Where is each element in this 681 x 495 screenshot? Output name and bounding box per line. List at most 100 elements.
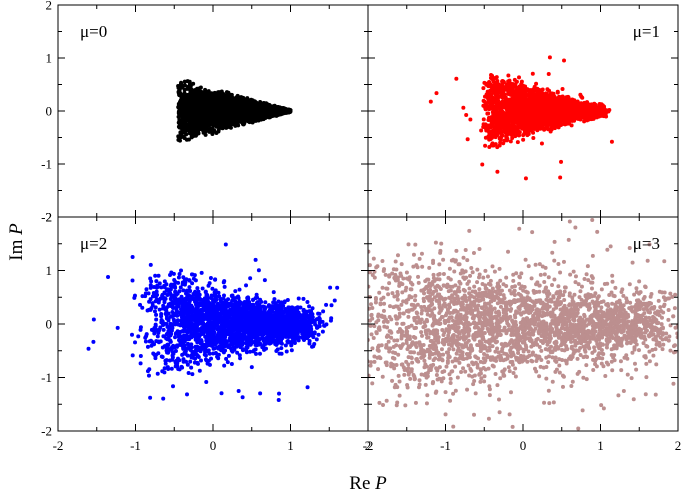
data-point: [535, 120, 540, 125]
data-point: [586, 116, 591, 121]
data-point: [225, 95, 230, 100]
data-point: [517, 75, 522, 80]
data-point: [487, 137, 492, 142]
data-point: [205, 124, 210, 129]
data-point: [286, 107, 291, 112]
data-point: [489, 84, 494, 89]
data-point: [179, 95, 184, 100]
data-point: [220, 104, 225, 109]
data-point: [255, 101, 260, 106]
data-point: [217, 97, 222, 102]
data-point: [206, 89, 211, 94]
data-point: [200, 113, 205, 118]
data-point: [535, 91, 540, 96]
data-point: [599, 102, 604, 107]
data-point: [258, 110, 263, 115]
data-point: [233, 103, 238, 108]
data-point: [258, 99, 263, 104]
data-point: [187, 104, 192, 109]
data-point: [279, 107, 284, 112]
data-point: [196, 89, 201, 94]
data-point: [487, 132, 492, 137]
scatter-points: [176, 79, 293, 143]
data-point: [224, 118, 229, 123]
data-point: [483, 101, 488, 106]
data-point: [191, 81, 196, 86]
data-point: [191, 121, 196, 126]
data-point: [270, 111, 275, 116]
data-point: [182, 79, 187, 84]
data-point: [222, 114, 227, 119]
data-point: [503, 95, 508, 100]
data-point: [511, 88, 516, 93]
data-point: [249, 101, 254, 106]
data-point: [179, 112, 184, 117]
data-point: [544, 125, 549, 130]
data-point: [184, 132, 189, 137]
data-point: [210, 126, 215, 131]
data-point: [188, 94, 193, 99]
data-point: [241, 100, 246, 105]
data-point: [180, 127, 185, 132]
data-point: [214, 118, 219, 123]
y-tick-label: 2: [46, 0, 53, 13]
data-point: [203, 89, 208, 94]
data-point: [510, 135, 515, 140]
data-point: [246, 107, 251, 112]
data-point: [555, 90, 560, 95]
data-point: [266, 112, 271, 117]
data-point: [501, 141, 506, 146]
data-point: [187, 128, 192, 133]
data-point: [176, 114, 181, 119]
data-point: [559, 122, 564, 127]
data-point: [200, 120, 205, 125]
scatter-points: [428, 55, 614, 181]
data-point: [184, 115, 189, 120]
data-point: [240, 117, 245, 122]
data-point: [491, 95, 496, 100]
data-point: [189, 134, 194, 139]
data-point: [593, 102, 598, 107]
data-point: [491, 124, 496, 129]
data-point: [235, 96, 240, 101]
data-point: [228, 113, 233, 118]
data-point: [205, 112, 210, 117]
data-point: [184, 107, 189, 112]
data-point: [238, 102, 243, 107]
data-point: [246, 117, 251, 122]
data-point: [193, 88, 198, 93]
data-point: [177, 92, 182, 97]
data-point: [494, 75, 499, 80]
data-point: [479, 128, 484, 133]
data-point: [192, 114, 197, 119]
data-point: [264, 101, 269, 106]
data-point: [495, 145, 500, 150]
data-point: [215, 111, 220, 116]
data-point: [508, 139, 513, 144]
data-point: [196, 98, 201, 103]
data-point: [179, 132, 184, 137]
data-point: [508, 111, 513, 116]
data-point: [240, 97, 245, 102]
data-point: [486, 115, 491, 120]
data-point: [499, 107, 504, 112]
data-point: [188, 115, 193, 120]
data-point: [193, 111, 198, 116]
data-point: [186, 137, 191, 142]
data-point: [205, 96, 210, 101]
data-point: [253, 116, 258, 121]
data-point: [209, 119, 214, 124]
data-point: [275, 111, 280, 116]
data-point: [245, 96, 250, 101]
data-point: [226, 90, 231, 95]
data-point: [532, 84, 537, 89]
data-point: [250, 113, 255, 118]
data-point: [506, 73, 511, 78]
data-point: [569, 123, 574, 128]
data-point: [207, 102, 212, 107]
data-point: [181, 123, 186, 128]
data-point: [491, 143, 496, 148]
data-point: [181, 101, 186, 106]
data-point: [234, 118, 239, 123]
